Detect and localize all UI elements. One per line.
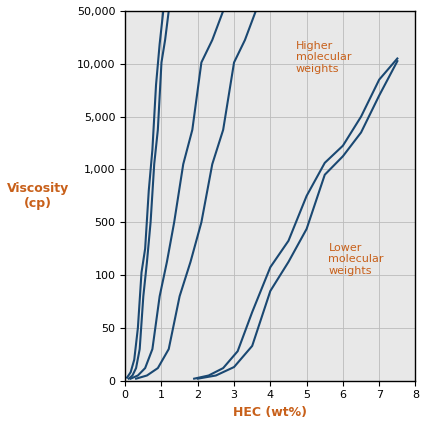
- Text: Lower
molecular
weights: Lower molecular weights: [328, 243, 384, 276]
- Text: Higher
molecular
weights: Higher molecular weights: [296, 40, 351, 74]
- Y-axis label: Viscosity
(cp): Viscosity (cp): [7, 182, 69, 210]
- X-axis label: HEC (wt%): HEC (wt%): [233, 406, 307, 419]
